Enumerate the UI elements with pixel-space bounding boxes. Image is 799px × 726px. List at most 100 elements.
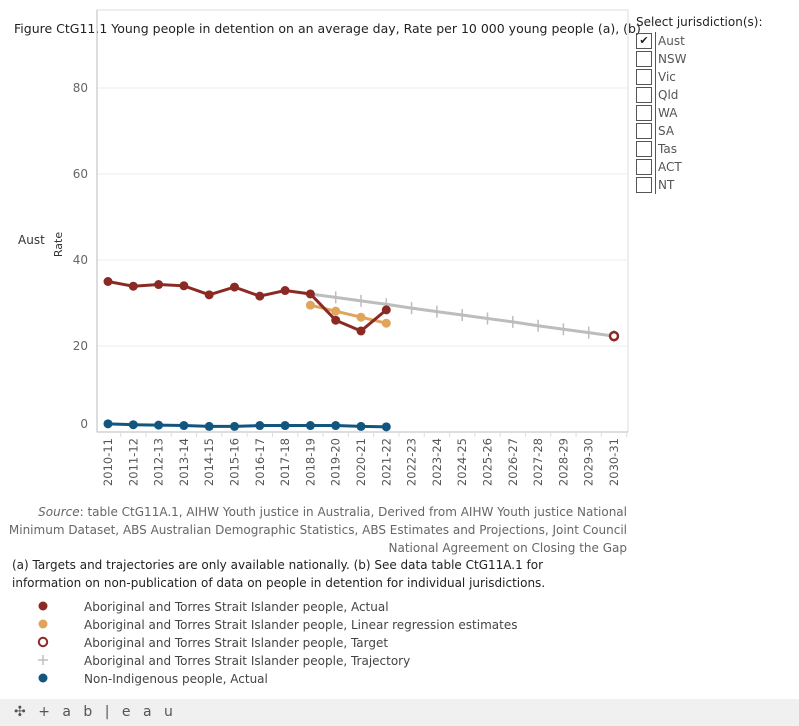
option-label: NSW	[655, 50, 686, 68]
data-point	[230, 421, 239, 431]
legend-label: Aboriginal and Torres Strait Islander pe…	[84, 654, 411, 668]
data-point	[255, 291, 265, 301]
trajectory-point	[507, 315, 518, 328]
checkbox[interactable]	[636, 105, 652, 121]
data-point	[204, 421, 214, 431]
data-point	[305, 289, 315, 299]
x-tick-label: 2027-28	[531, 438, 545, 486]
legend-marker-icon	[36, 636, 50, 651]
jurisdiction-option-vic[interactable]: Vic	[636, 68, 676, 86]
y-tick-label: 0	[80, 417, 88, 431]
x-tick-label: 2014-15	[202, 438, 216, 486]
chart-title: Figure CtG11.1 Young people in detention…	[14, 21, 641, 36]
row-label: Aust	[18, 233, 45, 247]
legend-label: Non-Indigenous people, Actual	[84, 672, 268, 686]
tableau-wordmark: + a b | e a u	[38, 704, 177, 720]
data-point	[179, 281, 189, 291]
legend-item[interactable]: Aboriginal and Torres Strait Islander pe…	[36, 616, 517, 634]
x-tick-label: 2024-25	[455, 438, 469, 486]
legend-item[interactable]: Aboriginal and Torres Strait Islander pe…	[36, 598, 389, 616]
checkbox[interactable]	[636, 123, 652, 139]
legend-marker-icon	[36, 654, 50, 669]
data-point	[154, 280, 164, 290]
x-tick-label: 2022-23	[405, 438, 419, 486]
trajectory-point	[533, 319, 544, 332]
option-label: NT	[655, 176, 674, 194]
checkbox[interactable]	[636, 177, 652, 193]
option-label: Vic	[655, 68, 676, 86]
filter-title: Select jurisdiction(s):	[636, 15, 763, 29]
checkbox[interactable]	[636, 141, 652, 157]
series-line	[107, 280, 388, 333]
data-point	[331, 421, 341, 431]
x-tick-label: 2017-18	[278, 438, 292, 486]
legend-marker-icon	[36, 600, 50, 615]
trajectory-point	[457, 309, 468, 322]
trajectory-point	[406, 302, 417, 315]
x-tick-label: 2016-17	[253, 438, 267, 486]
data-point	[381, 422, 391, 432]
data-point	[128, 420, 138, 430]
x-tick-label: 2019-20	[329, 438, 343, 486]
tableau-logo[interactable]: ✣ + a b | e a u	[14, 704, 177, 720]
source-note: Source: table CtG11A.1, AIHW Youth justi…	[7, 503, 627, 557]
data-point	[230, 282, 239, 292]
x-tick-label: 2026-27	[506, 438, 520, 486]
x-tick-label: 2028-29	[556, 438, 570, 486]
checkbox[interactable]	[636, 69, 652, 85]
checkbox[interactable]	[636, 87, 652, 103]
trajectory-point	[583, 326, 594, 339]
jurisdiction-option-tas[interactable]: Tas	[636, 140, 677, 158]
data-point	[381, 305, 391, 315]
jurisdiction-option-act[interactable]: ACT	[636, 158, 682, 176]
jurisdiction-option-nsw[interactable]: NSW	[636, 50, 686, 68]
option-label: Tas	[655, 140, 677, 158]
checkbox[interactable]	[636, 51, 652, 67]
checkbox[interactable]	[636, 159, 652, 175]
data-point	[305, 300, 315, 310]
data-point	[128, 281, 138, 291]
legend-marker-icon	[36, 618, 50, 633]
trajectory-point	[482, 312, 493, 325]
checkbox[interactable]: ✔	[636, 33, 652, 49]
x-tick-label: 2025-26	[481, 438, 495, 486]
plot-frame	[96, 9, 629, 433]
data-point	[154, 420, 164, 430]
legend-label: Aboriginal and Torres Strait Islander pe…	[84, 618, 518, 632]
x-tick-label: 2012-13	[152, 438, 166, 486]
data-point	[381, 318, 391, 328]
legend-item[interactable]: Aboriginal and Torres Strait Islander pe…	[36, 652, 410, 670]
option-label: Qld	[655, 86, 678, 104]
jurisdiction-option-wa[interactable]: WA	[636, 104, 677, 122]
legend-item[interactable]: Non-Indigenous people, Actual	[36, 670, 268, 688]
data-point	[331, 315, 341, 325]
x-tick-label: 2018-19	[303, 438, 317, 486]
x-tick-label: 2015-16	[228, 438, 242, 486]
trajectory-point	[431, 305, 442, 318]
x-tick-label: 2023-24	[430, 438, 444, 486]
chart-plot: 0 20 40 60 80 2010-11 2011-12 2012-13 2013-14 201…	[73, 9, 629, 486]
data-point	[305, 421, 315, 431]
jurisdiction-option-aust[interactable]: ✔ Aust	[636, 32, 685, 50]
data-point	[356, 421, 366, 431]
jurisdiction-option-qld[interactable]: Qld	[636, 86, 678, 104]
legend-item[interactable]: Aboriginal and Torres Strait Islander pe…	[36, 634, 388, 652]
data-point	[356, 326, 366, 336]
data-point	[280, 421, 290, 431]
y-tick-label: 20	[73, 339, 88, 353]
y-tick-label: 40	[73, 253, 88, 267]
y-tick-label: 80	[73, 81, 88, 95]
jurisdiction-option-sa[interactable]: SA	[636, 122, 674, 140]
source-text: : table CtG11A.1, AIHW Youth justice in …	[8, 505, 627, 555]
data-point	[103, 277, 113, 286]
x-tick-label: 2029-30	[582, 438, 596, 486]
data-point	[280, 286, 290, 296]
x-tick-label: 2010-11	[101, 438, 115, 486]
trajectory-point	[356, 294, 366, 307]
jurisdiction-option-nt[interactable]: NT	[636, 176, 674, 194]
target-point	[608, 330, 620, 342]
x-tick-label: 2030-31	[607, 438, 621, 486]
trajectory-point	[558, 323, 569, 336]
source-label: Source	[38, 505, 80, 519]
legend-label: Aboriginal and Torres Strait Islander pe…	[84, 636, 389, 650]
